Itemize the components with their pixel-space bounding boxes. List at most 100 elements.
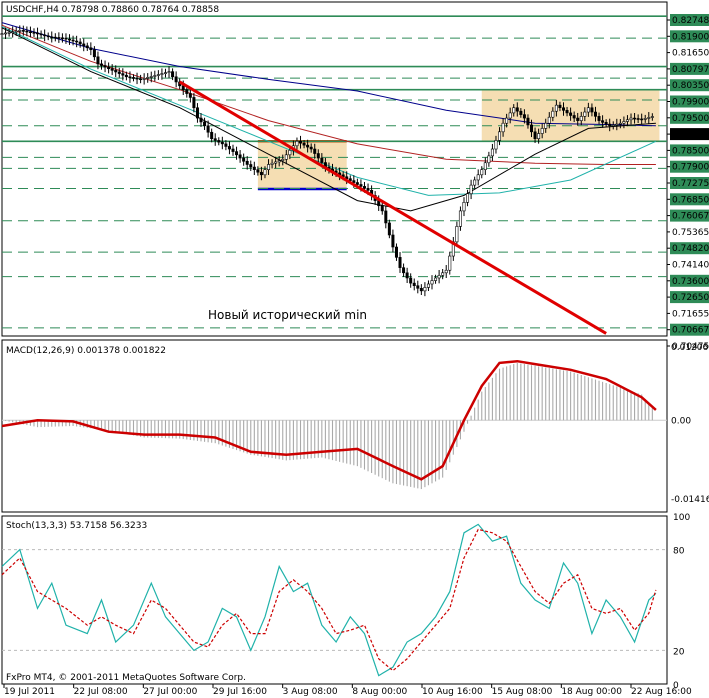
candle-body (633, 117, 637, 120)
candle-body (426, 283, 430, 288)
candle-body (622, 121, 626, 124)
price-label-bg (670, 177, 709, 189)
x-axis-label: 15 Aug 08:00 (492, 687, 553, 697)
candle-body (295, 140, 299, 147)
candle-body (611, 124, 615, 127)
candle-body (231, 148, 235, 152)
price-label: 0.79500 (672, 114, 709, 124)
x-axis-label: 22 Aug 16:00 (631, 687, 692, 697)
candle-body (522, 114, 526, 119)
price-panel-title: USDCHF,H4 0.78798 0.78860 0.78764 0.7885… (6, 5, 219, 15)
price-label: 0.74820 (672, 244, 709, 254)
macd-axis-label: 0.00 (671, 416, 691, 426)
price-label: 0.80797 (672, 65, 709, 75)
candle-body (579, 116, 583, 121)
candle-body (601, 120, 605, 123)
candle-body (515, 107, 519, 112)
candle-body (25, 30, 29, 33)
candle-body (526, 117, 530, 126)
candle-body (348, 178, 352, 181)
candle-body (46, 35, 50, 38)
candle-body (53, 36, 57, 39)
candle-body (163, 72, 167, 74)
candle-body (355, 182, 359, 185)
candle-body (206, 125, 210, 133)
candle-body (7, 32, 11, 34)
candle-body (270, 162, 274, 165)
candle-body (60, 37, 64, 40)
candle-body (391, 234, 395, 248)
candle-body (213, 138, 217, 141)
candle-body (409, 277, 413, 284)
candle-body (569, 112, 573, 116)
price-label: 0.73600 (672, 277, 709, 287)
candle-body (359, 184, 363, 187)
candle-body (100, 63, 104, 66)
candle-body (263, 169, 267, 176)
candle-body (156, 74, 160, 76)
stoch-axis-label: 20 (673, 647, 685, 657)
candle-body (121, 73, 125, 76)
price-label-bg (670, 193, 709, 206)
candle-body (618, 122, 622, 125)
candle-body (437, 275, 441, 279)
candle-body (455, 226, 459, 243)
candle-body (540, 128, 544, 134)
x-axis-label: 22 Jul 08:00 (74, 687, 128, 697)
stoch-panel-frame (1, 515, 668, 685)
candle-body (103, 65, 107, 68)
price-label-bg (670, 209, 709, 222)
candle-body (498, 131, 502, 141)
x-axis-label: 29 Jul 16:00 (213, 687, 267, 697)
stoch-axis-label: 80 (673, 547, 685, 557)
range-box-0 (257, 141, 347, 189)
candle-body (235, 151, 239, 156)
candle-body (483, 162, 487, 170)
candle-body (149, 76, 153, 78)
candle-body (462, 202, 466, 212)
candle-body (21, 30, 25, 32)
candle-body (398, 257, 402, 268)
candle-body (387, 222, 391, 236)
price-label-bg (670, 274, 709, 287)
candle-body (533, 131, 537, 139)
candle-body (227, 146, 231, 150)
candle-body (220, 141, 224, 145)
candle-body (512, 107, 516, 114)
price-label-bg (670, 95, 709, 108)
x-axis-label: 10 Aug 16:00 (422, 687, 483, 697)
candle-body (92, 49, 96, 58)
candle-body (192, 97, 196, 109)
candle-body (43, 34, 47, 37)
candle-body (306, 144, 310, 148)
candle-body (142, 78, 146, 80)
candle-body (128, 76, 132, 79)
candle-body (210, 131, 214, 139)
candle-body (640, 118, 644, 121)
stoch-panel-title: Stoch(13,3,3) 53.7158 56.3233 (6, 521, 147, 531)
macd-axis-label: -0.014164 (671, 495, 709, 505)
candle-body (412, 282, 416, 287)
moving-average-0 (1, 22, 656, 127)
candle-body (185, 89, 189, 94)
candle-body (139, 78, 143, 81)
candle-body (636, 118, 640, 120)
candle-body (117, 71, 121, 74)
candle-body (171, 71, 175, 78)
candle-body (586, 107, 590, 113)
stoch-d-line (1, 528, 657, 672)
price-label: 0.77275 (672, 179, 709, 189)
price-label: 0.71655 (672, 309, 709, 319)
price-label: 0.81900 (672, 32, 709, 42)
candle-body (288, 150, 292, 156)
candle-body (380, 205, 384, 212)
x-axis-label: 8 Aug 00:00 (352, 687, 407, 697)
x-axis-label: 19 Jul 2011 (4, 687, 55, 697)
candle-body (284, 154, 288, 160)
candle-body (242, 157, 246, 162)
candle-body (551, 110, 555, 118)
candle-body (71, 39, 75, 42)
price-label-bg (670, 160, 709, 173)
candle-body (18, 30, 22, 32)
